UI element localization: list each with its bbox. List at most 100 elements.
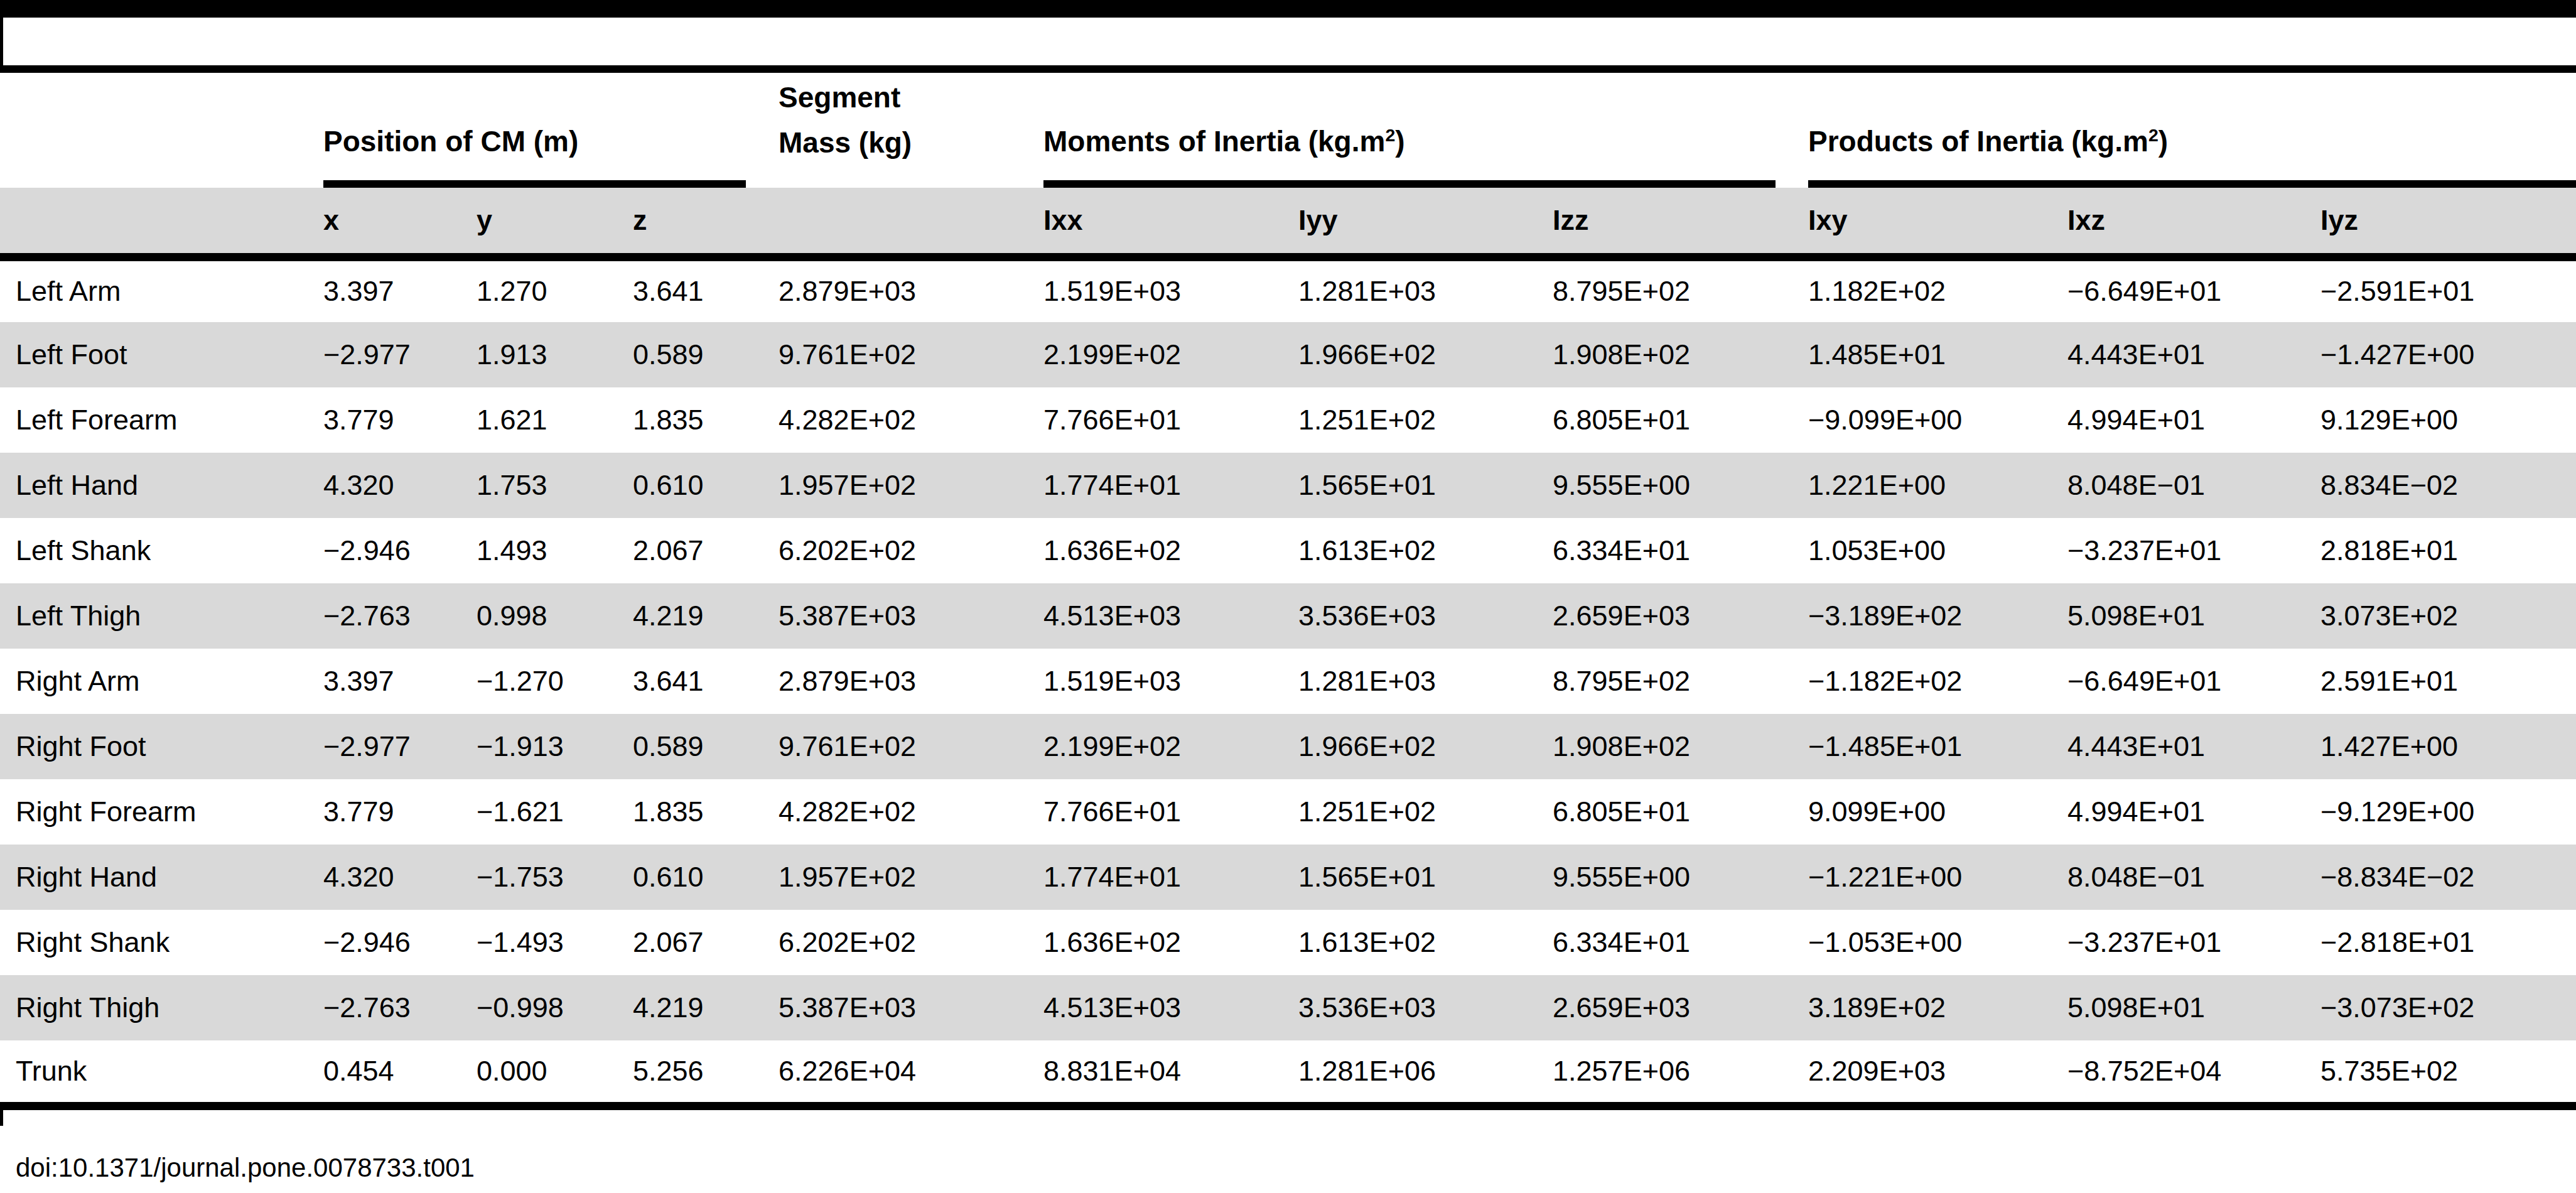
cell-mass: 2.879E+03 xyxy=(779,257,1043,322)
cell-iyz: −9.129E+00 xyxy=(2320,779,2576,845)
cell-z: 1.835 xyxy=(633,387,779,453)
cell-ixz: 8.048E−01 xyxy=(2067,453,2320,518)
sub-header-segment xyxy=(0,188,323,257)
cell-mass: 4.282E+02 xyxy=(779,779,1043,845)
cell-y: 1.493 xyxy=(477,518,633,583)
cell-izz: 1.908E+02 xyxy=(1553,322,1808,387)
table-body: Left Arm 3.397 1.270 3.641 2.879E+03 1.5… xyxy=(0,257,2576,1106)
cell-z: 2.067 xyxy=(633,910,779,975)
cell-mass: 6.202E+02 xyxy=(779,518,1043,583)
cell-iyz: 8.834E−02 xyxy=(2320,453,2576,518)
corner-cell xyxy=(0,69,323,188)
cell-ixx: 1.519E+03 xyxy=(1043,649,1298,714)
sub-header-ixz: Ixz xyxy=(2067,188,2320,257)
cell-mass: 9.761E+02 xyxy=(779,322,1043,387)
group-label-segment-mass: Segment Mass (kg) xyxy=(779,75,1043,165)
cell-mass: 1.957E+02 xyxy=(779,453,1043,518)
cell-izz: 9.555E+00 xyxy=(1553,845,1808,910)
cell-izz: 8.795E+02 xyxy=(1553,649,1808,714)
table-row: Right Hand 4.320 −1.753 0.610 1.957E+02 … xyxy=(0,845,2576,910)
cell-segment: Right Hand xyxy=(0,845,323,910)
cell-ixx: 2.199E+02 xyxy=(1043,322,1298,387)
cell-mass: 2.879E+03 xyxy=(779,649,1043,714)
cell-ixy: 1.182E+02 xyxy=(1808,257,2067,322)
cell-ixx: 4.513E+03 xyxy=(1043,975,1298,1040)
cell-segment: Left Shank xyxy=(0,518,323,583)
cell-iyy: 1.613E+02 xyxy=(1298,518,1553,583)
cell-segment: Right Foot xyxy=(0,714,323,779)
cell-x: −2.946 xyxy=(323,910,477,975)
cell-ixy: 1.221E+00 xyxy=(1808,453,2067,518)
cell-ixy: 3.189E+02 xyxy=(1808,975,2067,1040)
cell-y: −1.270 xyxy=(477,649,633,714)
cell-z: 5.256 xyxy=(633,1040,779,1106)
cell-iyz: 2.591E+01 xyxy=(2320,649,2576,714)
cell-segment: Left Hand xyxy=(0,453,323,518)
cell-izz: 9.555E+00 xyxy=(1553,453,1808,518)
cell-iyz: 9.129E+00 xyxy=(2320,387,2576,453)
sub-header-izz: Izz xyxy=(1553,188,1808,257)
cell-z: 3.641 xyxy=(633,257,779,322)
sub-header-iyz: Iyz xyxy=(2320,188,2576,257)
group-label-products-sup: 2 xyxy=(2148,125,2158,145)
table-row: Right Shank −2.946 −1.493 2.067 6.202E+0… xyxy=(0,910,2576,975)
cell-segment: Trunk xyxy=(0,1040,323,1106)
cell-mass: 5.387E+03 xyxy=(779,583,1043,649)
cell-segment: Right Forearm xyxy=(0,779,323,845)
sub-header-iyy: Iyy xyxy=(1298,188,1553,257)
cell-iyz: 1.427E+00 xyxy=(2320,714,2576,779)
table-row: Left Arm 3.397 1.270 3.641 2.879E+03 1.5… xyxy=(0,257,2576,322)
cell-ixx: 4.513E+03 xyxy=(1043,583,1298,649)
cell-izz: 6.334E+01 xyxy=(1553,518,1808,583)
cell-y: −1.753 xyxy=(477,845,633,910)
cell-izz: 2.659E+03 xyxy=(1553,583,1808,649)
group-label-products-post: ) xyxy=(2158,125,2168,158)
sub-header-ixx: Ixx xyxy=(1043,188,1298,257)
cell-segment: Left Forearm xyxy=(0,387,323,453)
group-header-position-of-cm: Position of CM (m) xyxy=(323,69,779,188)
group-label-moments-pre: Moments of Inertia (kg.m xyxy=(1043,125,1385,158)
cell-z: 0.610 xyxy=(633,845,779,910)
cell-y: −1.913 xyxy=(477,714,633,779)
cell-x: 4.320 xyxy=(323,453,477,518)
cell-z: 1.835 xyxy=(633,779,779,845)
table-row: Right Arm 3.397 −1.270 3.641 2.879E+03 1… xyxy=(0,649,2576,714)
cell-iyy: 1.966E+02 xyxy=(1298,322,1553,387)
cell-ixx: 1.774E+01 xyxy=(1043,453,1298,518)
cell-ixz: −3.237E+01 xyxy=(2067,910,2320,975)
cell-ixz: −6.649E+01 xyxy=(2067,257,2320,322)
cell-iyy: 1.565E+01 xyxy=(1298,845,1553,910)
sub-header-x: x xyxy=(323,188,477,257)
cell-ixx: 1.519E+03 xyxy=(1043,257,1298,322)
cell-x: 3.397 xyxy=(323,649,477,714)
cell-ixz: 4.443E+01 xyxy=(2067,714,2320,779)
group-header-row: Position of CM (m) Segment Mass (kg) Mom… xyxy=(0,69,2576,188)
group-label-moments-sup: 2 xyxy=(1385,125,1395,145)
cell-iyz: 3.073E+02 xyxy=(2320,583,2576,649)
table-row: Left Thigh −2.763 0.998 4.219 5.387E+03 … xyxy=(0,583,2576,649)
cell-iyy: 1.281E+03 xyxy=(1298,257,1553,322)
cell-x: −2.763 xyxy=(323,975,477,1040)
cell-mass: 5.387E+03 xyxy=(779,975,1043,1040)
cell-x: −2.977 xyxy=(323,714,477,779)
cell-segment: Left Foot xyxy=(0,322,323,387)
cell-x: −2.763 xyxy=(323,583,477,649)
sub-header-z: z xyxy=(633,188,779,257)
cell-segment: Left Arm xyxy=(0,257,323,322)
group-label-moments-post: ) xyxy=(1395,125,1404,158)
cell-y: −0.998 xyxy=(477,975,633,1040)
cell-z: 0.610 xyxy=(633,453,779,518)
cell-ixy: 1.485E+01 xyxy=(1808,322,2067,387)
cell-y: −1.493 xyxy=(477,910,633,975)
cell-iyy: 1.613E+02 xyxy=(1298,910,1553,975)
cell-ixx: 7.766E+01 xyxy=(1043,779,1298,845)
cell-segment: Right Shank xyxy=(0,910,323,975)
sub-header-row: x y z Ixx Iyy Izz Ixy Ixz Iyz xyxy=(0,188,2576,257)
cell-mass: 6.226E+04 xyxy=(779,1040,1043,1106)
cell-ixx: 1.774E+01 xyxy=(1043,845,1298,910)
cell-mass: 9.761E+02 xyxy=(779,714,1043,779)
table-row: Left Shank −2.946 1.493 2.067 6.202E+02 … xyxy=(0,518,2576,583)
cell-x: 3.779 xyxy=(323,779,477,845)
cell-ixy: −1.221E+00 xyxy=(1808,845,2067,910)
cell-ixz: 5.098E+01 xyxy=(2067,583,2320,649)
